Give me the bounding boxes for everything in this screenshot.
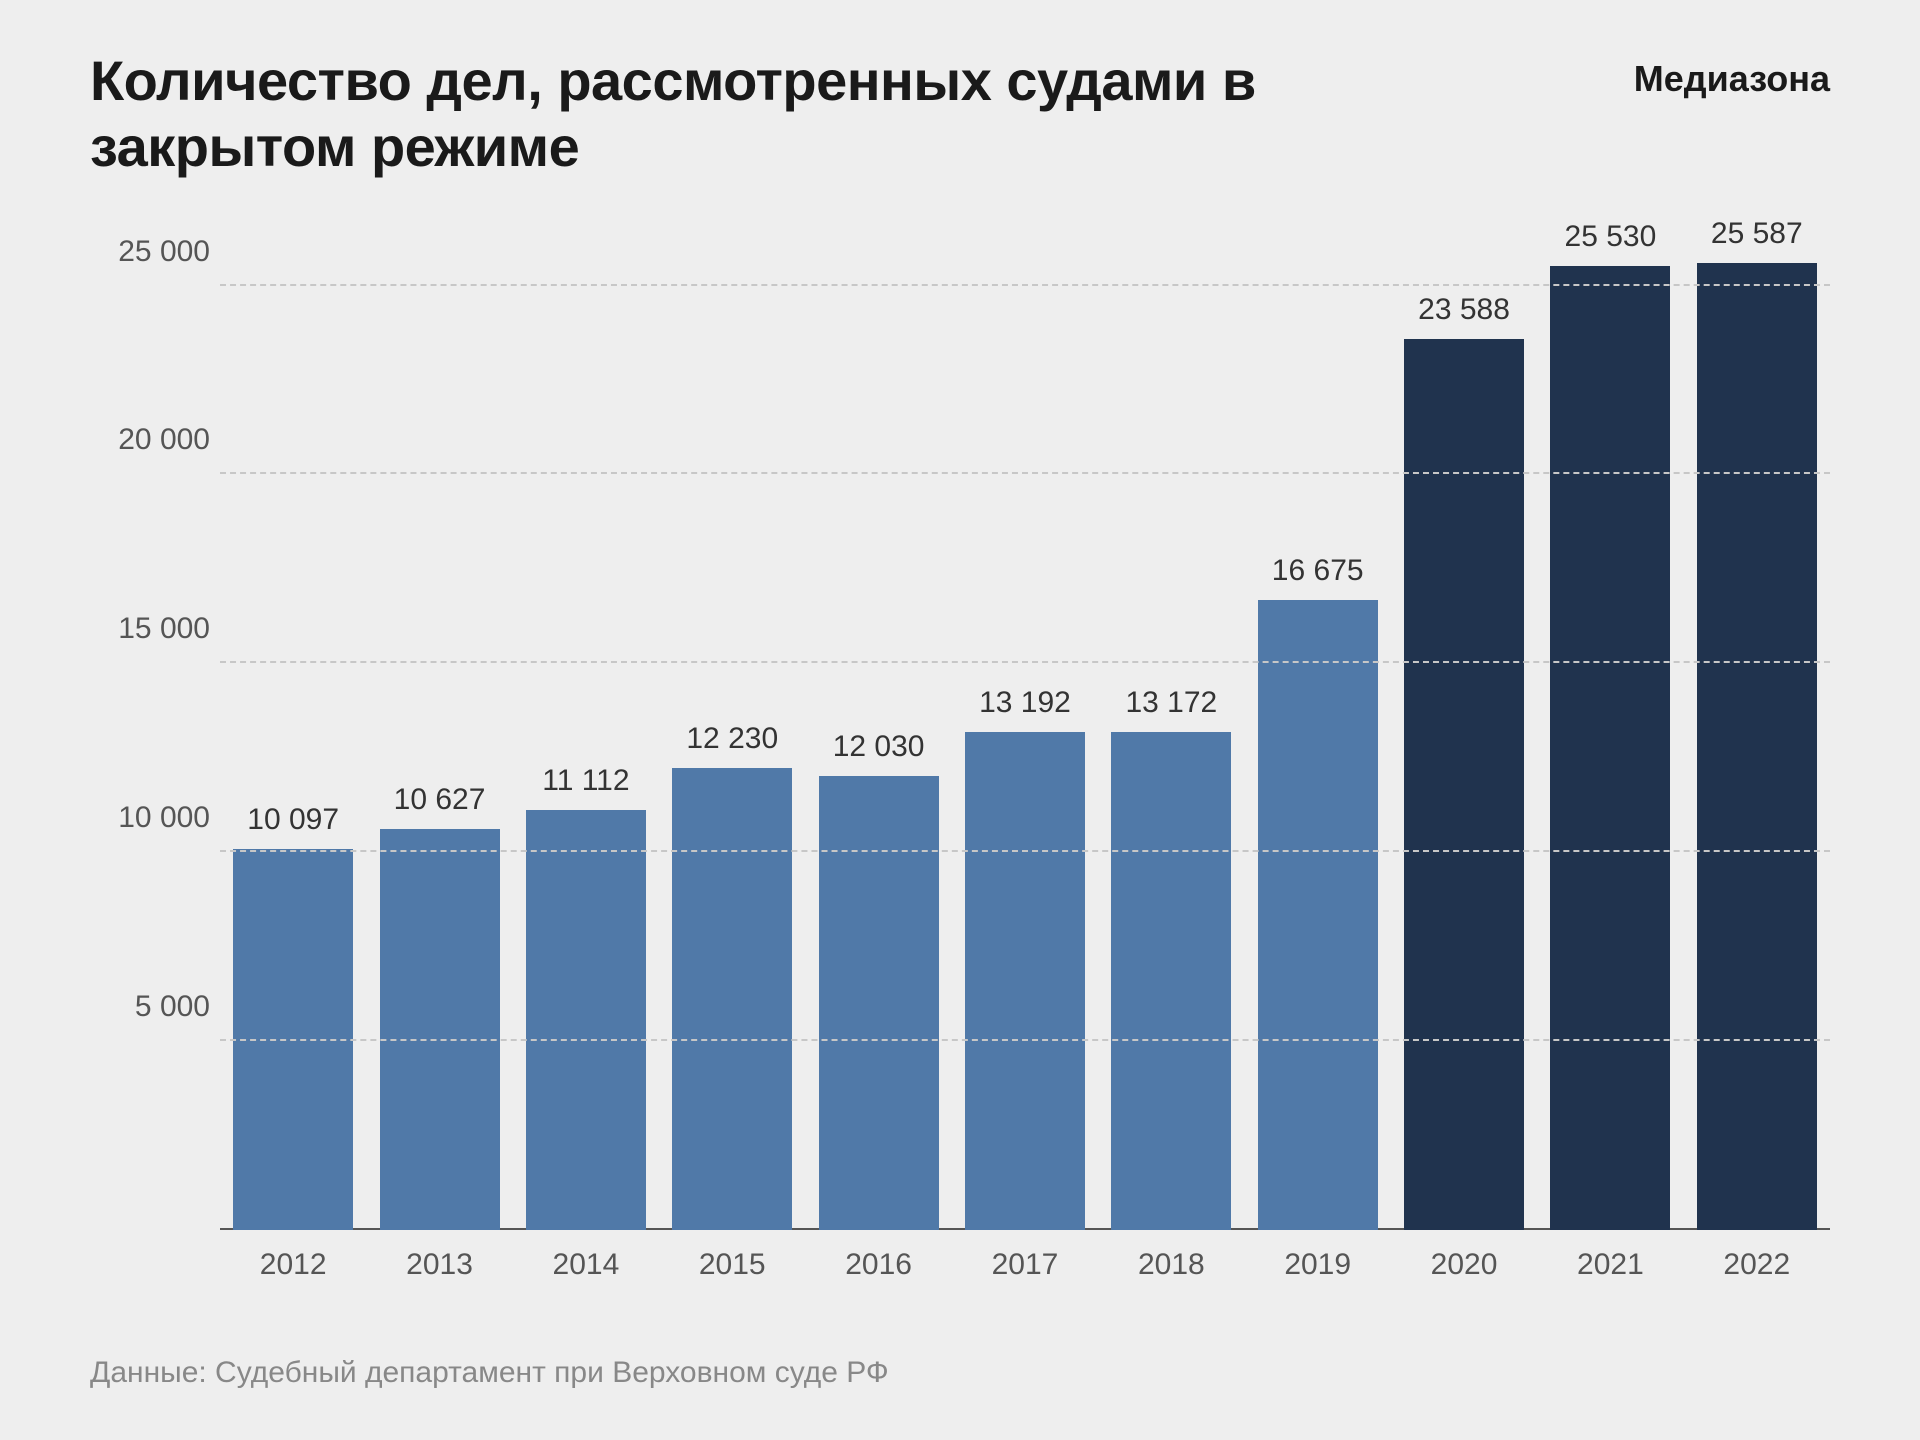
bar: 10 627 xyxy=(380,829,500,1230)
bar-slot: 25 530 xyxy=(1537,210,1683,1230)
plot-area: 10 09710 62711 11212 23012 03013 19213 1… xyxy=(220,210,1830,1230)
bar-value-label: 23 588 xyxy=(1418,293,1510,327)
bar: 25 530 xyxy=(1550,266,1670,1230)
y-tick-label: 20 000 xyxy=(90,423,210,457)
x-tick-label: 2021 xyxy=(1537,1230,1683,1290)
bar-slot: 12 230 xyxy=(659,210,805,1230)
x-tick-label: 2016 xyxy=(805,1230,951,1290)
gridline xyxy=(220,284,1830,286)
bar-slot: 16 675 xyxy=(1245,210,1391,1230)
bar-slot: 11 112 xyxy=(513,210,659,1230)
x-axis: 2012201320142015201620172018201920202021… xyxy=(220,1230,1830,1290)
y-tick-label: 15 000 xyxy=(90,612,210,646)
bar-slot: 12 030 xyxy=(805,210,951,1230)
x-tick-label: 2015 xyxy=(659,1230,805,1290)
bar-chart: 10 09710 62711 11212 23012 03013 19213 1… xyxy=(90,210,1830,1290)
bar-value-label: 25 587 xyxy=(1711,217,1803,251)
bar-slot: 25 587 xyxy=(1684,210,1830,1230)
bar-slot: 13 192 xyxy=(952,210,1098,1230)
bar-value-label: 11 112 xyxy=(542,764,629,798)
bar-value-label: 12 030 xyxy=(833,730,925,764)
bar-value-label: 12 230 xyxy=(686,722,778,756)
bar: 13 172 xyxy=(1111,732,1231,1230)
bar-slot: 10 097 xyxy=(220,210,366,1230)
y-tick-label: 5 000 xyxy=(90,990,210,1024)
bar: 13 192 xyxy=(965,732,1085,1230)
x-tick-label: 2018 xyxy=(1098,1230,1244,1290)
x-tick-label: 2020 xyxy=(1391,1230,1537,1290)
x-tick-label: 2017 xyxy=(952,1230,1098,1290)
bar-value-label: 16 675 xyxy=(1272,554,1364,588)
bar: 12 230 xyxy=(672,768,792,1230)
bar-value-label: 13 192 xyxy=(979,686,1071,720)
bar-value-label: 10 627 xyxy=(394,783,486,817)
chart-title: Количество дел, рассмотренных судами в з… xyxy=(90,48,1390,180)
gridline xyxy=(220,850,1830,852)
bars-container: 10 09710 62711 11212 23012 03013 19213 1… xyxy=(220,210,1830,1230)
bar-slot: 23 588 xyxy=(1391,210,1537,1230)
bar: 12 030 xyxy=(819,776,939,1230)
bar-slot: 10 627 xyxy=(366,210,512,1230)
y-tick-label: 25 000 xyxy=(90,235,210,269)
x-tick-label: 2014 xyxy=(513,1230,659,1290)
bar: 25 587 xyxy=(1697,263,1817,1230)
x-tick-label: 2022 xyxy=(1684,1230,1830,1290)
bar-slot: 13 172 xyxy=(1098,210,1244,1230)
bar-value-label: 10 097 xyxy=(247,803,339,837)
brand-label: Медиазона xyxy=(1634,58,1830,100)
bar: 11 112 xyxy=(526,810,646,1230)
chart-header: Количество дел, рассмотренных судами в з… xyxy=(0,0,1920,180)
x-tick-label: 2013 xyxy=(366,1230,512,1290)
bar: 16 675 xyxy=(1258,600,1378,1230)
gridline xyxy=(220,661,1830,663)
y-tick-label: 10 000 xyxy=(90,801,210,835)
bar-value-label: 25 530 xyxy=(1565,220,1657,254)
x-tick-label: 2019 xyxy=(1245,1230,1391,1290)
gridline xyxy=(220,1039,1830,1041)
x-tick-label: 2012 xyxy=(220,1230,366,1290)
source-label: Данные: Судебный департамент при Верховн… xyxy=(90,1356,889,1390)
gridline xyxy=(220,472,1830,474)
bar-value-label: 13 172 xyxy=(1125,686,1217,720)
